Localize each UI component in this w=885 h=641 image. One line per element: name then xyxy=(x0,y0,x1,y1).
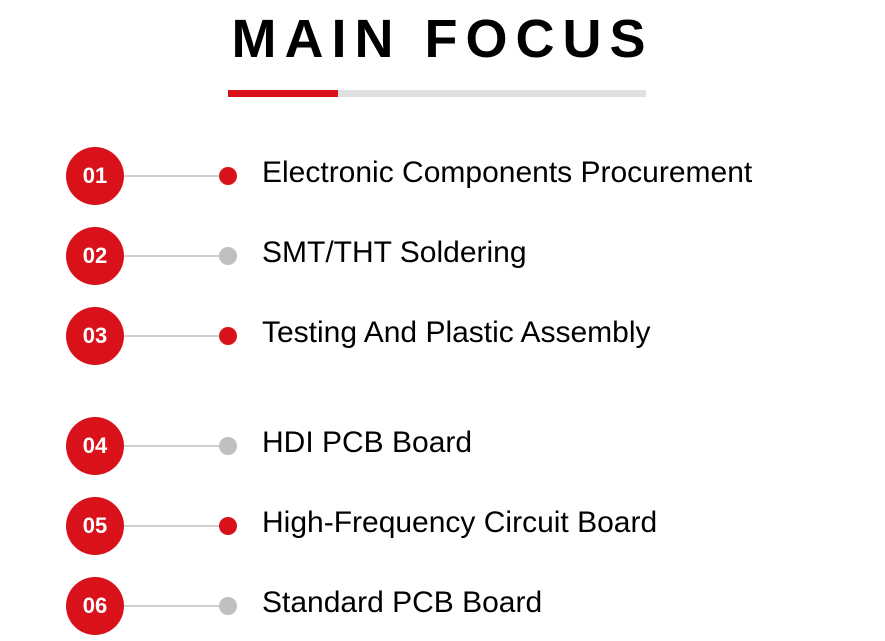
main-focus-graphic: MAIN FOCUS 01 Electronic Components Procu… xyxy=(0,0,885,641)
bullet-dot xyxy=(219,597,237,615)
number-badge-text: 06 xyxy=(83,593,107,619)
number-badge: 03 xyxy=(66,307,124,365)
heading-underline-accent xyxy=(228,90,338,97)
number-badge-text: 04 xyxy=(83,433,107,459)
number-badge: 02 xyxy=(66,227,124,285)
item-label: Testing And Plastic Assembly xyxy=(262,316,651,350)
item-label: High-Frequency Circuit Board xyxy=(262,506,657,540)
number-badge-text: 05 xyxy=(83,513,107,539)
bullet-dot xyxy=(219,327,237,345)
item-label: Standard PCB Board xyxy=(262,586,542,620)
number-badge: 04 xyxy=(66,417,124,475)
number-badge: 06 xyxy=(66,577,124,635)
bullet-dot xyxy=(219,437,237,455)
item-label: Electronic Components Procurement xyxy=(262,156,752,190)
number-badge-text: 03 xyxy=(83,323,107,349)
heading-underline xyxy=(228,90,646,97)
number-badge: 05 xyxy=(66,497,124,555)
bullet-dot xyxy=(219,167,237,185)
number-badge-text: 01 xyxy=(83,163,107,189)
bullet-dot xyxy=(219,517,237,535)
number-badge-text: 02 xyxy=(83,243,107,269)
bullet-dot xyxy=(219,247,237,265)
heading: MAIN FOCUS xyxy=(0,8,885,70)
number-badge: 01 xyxy=(66,147,124,205)
item-label: SMT/THT Soldering xyxy=(262,236,527,270)
item-label: HDI PCB Board xyxy=(262,426,472,460)
